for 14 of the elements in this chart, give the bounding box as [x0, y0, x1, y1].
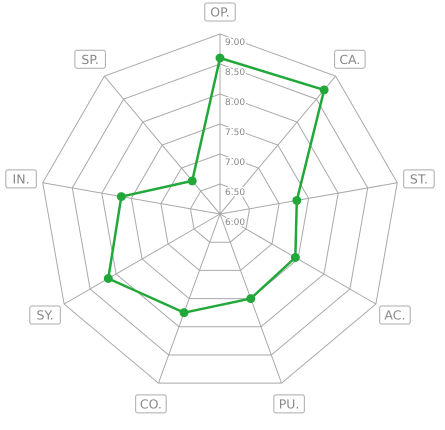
spoke-label: OP.	[210, 4, 230, 20]
spoke-label: IN.	[12, 171, 30, 186]
y-tick-label: 9.00	[225, 38, 246, 48]
spoke-label: SP.	[81, 52, 99, 67]
y-tick-label: 8.00	[225, 98, 246, 108]
spoke-label: SY.	[36, 308, 54, 322]
y-tick-label: 7.50	[225, 128, 246, 138]
spoke-label: PU.	[278, 396, 300, 412]
y-tick-label: 8.50	[225, 68, 246, 78]
spoke-label: CO.	[140, 396, 162, 412]
y-tick-label: 7.00	[225, 158, 246, 168]
spoke-label: CA.	[339, 52, 360, 67]
spoke-label: ST.	[410, 171, 428, 186]
spoke-label: AC.	[384, 308, 406, 322]
